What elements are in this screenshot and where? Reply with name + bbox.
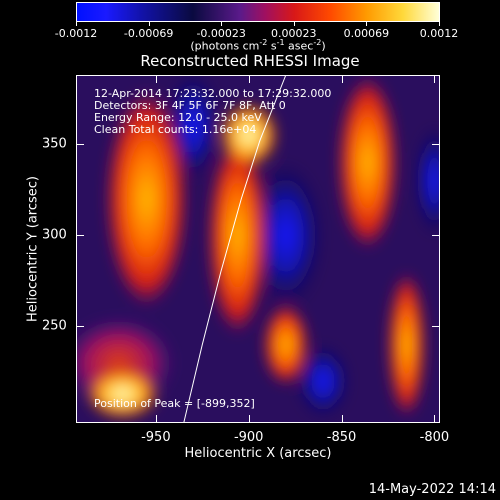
y-tick-label: 300 <box>42 227 67 243</box>
x-tick <box>434 75 436 83</box>
colorbar-tick <box>76 22 77 26</box>
colorbar-tick <box>148 22 150 26</box>
annotation-detectors: Detectors: 3F 4F 5F 6F 7F 8F, Att 0 <box>94 99 286 112</box>
x-axis-label: Heliocentric X (arcsec) <box>184 446 332 461</box>
x-tick-label: -950 <box>141 430 171 445</box>
annotation-peak: Position of Peak = [-899,352] <box>94 397 255 410</box>
y-tick-label: 250 <box>42 318 67 334</box>
x-tick-label: -850 <box>326 430 357 445</box>
colorbar-tick-label: 0.0012 <box>419 27 459 40</box>
annotation-clean: Clean Total counts: 1.16e+04 <box>94 123 257 136</box>
x-tick-label: -900 <box>233 430 264 445</box>
x-tick <box>434 415 436 423</box>
emission-blob-high <box>207 135 268 336</box>
y-tick <box>432 235 440 237</box>
y-tick <box>76 144 84 146</box>
y-tick-label: 350 <box>42 136 67 152</box>
x-tick <box>248 75 250 83</box>
emission-blob-high <box>105 89 188 309</box>
annotation-energy: Energy Range: 12.0 - 25.0 keV <box>94 111 262 124</box>
colorbar-tick <box>221 22 223 26</box>
plot-title: Reconstructed RHESSI Image <box>140 52 360 70</box>
y-tick <box>76 326 84 328</box>
x-tick <box>341 415 343 423</box>
emission-blob-negative <box>248 162 323 309</box>
colorbar-units: (photons cm-2 s-1 asec-2) <box>190 38 326 53</box>
colorbar-tick-label: -0.00023 <box>196 27 246 40</box>
colorbar-tick-label: 0.00023 <box>271 27 317 40</box>
emission-blob-high <box>388 271 426 418</box>
emission-blob-high <box>263 304 309 385</box>
colorbar <box>76 2 440 22</box>
x-tick <box>155 415 157 423</box>
emission-blob-negative <box>297 344 349 418</box>
colorbar-tick <box>366 22 368 26</box>
colorbar-tick-label: -0.00069 <box>123 27 174 40</box>
y-tick <box>432 144 440 146</box>
emission-blob-negative <box>415 126 440 236</box>
colorbar-tick <box>439 22 440 26</box>
emission-blob-peak <box>219 102 279 168</box>
y-tick <box>76 235 84 237</box>
colorbar-tick-label: 0.00069 <box>343 27 390 40</box>
heatmap-image <box>76 75 440 423</box>
timestamp: 14-May-2022 14:14 <box>368 482 496 497</box>
colorbar-tick <box>293 22 295 26</box>
x-tick <box>155 75 157 83</box>
x-tick <box>341 75 343 83</box>
emission-blob-high <box>337 75 398 250</box>
y-axis-label: Heliocentric Y (arcsec) <box>25 176 41 322</box>
y-tick <box>432 326 440 328</box>
x-tick <box>248 415 250 423</box>
heatmap-svg <box>76 75 440 423</box>
colorbar-tick-label: -0.0012 <box>54 27 98 40</box>
solar-limb-line <box>183 75 287 423</box>
x-tick-label: -800 <box>419 430 450 445</box>
emission-blob-peak <box>85 368 160 420</box>
annotation-time: 12-Apr-2014 17:23:32.000 to 17:29:32.000 <box>94 87 332 100</box>
